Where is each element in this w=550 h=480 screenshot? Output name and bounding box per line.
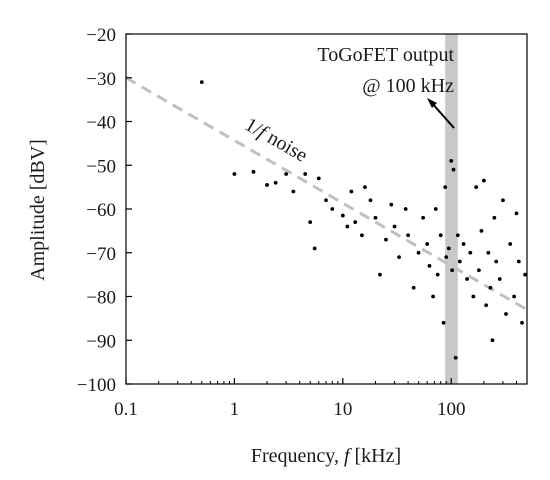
data-point	[421, 215, 425, 220]
data-point	[411, 285, 416, 290]
noise-line-layer	[125, 76, 528, 311]
data-point	[397, 255, 401, 260]
data-point	[444, 255, 449, 260]
data-point	[303, 172, 308, 176]
data-point	[457, 259, 462, 264]
x-tick-label: 0.1	[114, 399, 138, 420]
data-point	[416, 250, 421, 255]
data-point	[497, 277, 502, 281]
data-point	[441, 320, 446, 325]
data-point	[373, 215, 378, 220]
data-point	[384, 237, 388, 242]
data-point	[403, 207, 408, 211]
data-point	[468, 250, 473, 255]
data-point	[494, 259, 499, 264]
noise-trend-line	[125, 76, 528, 311]
data-point	[368, 198, 373, 203]
data-point	[435, 272, 440, 277]
data-point	[474, 185, 479, 190]
data-point	[324, 198, 328, 203]
y-tick-label: −90	[86, 331, 116, 352]
data-point	[273, 180, 278, 185]
data-point	[461, 242, 466, 246]
data-point	[389, 202, 394, 207]
data-point	[476, 268, 481, 273]
data-point	[501, 198, 505, 203]
data-point	[504, 312, 508, 316]
data-point	[449, 158, 454, 163]
data-point	[484, 303, 489, 308]
data-point	[363, 185, 367, 190]
data-point	[433, 207, 438, 211]
annotation-line-1: ToGoFET output	[317, 44, 454, 66]
ticks-layer: 0.1 1 10 100 −20 −30 −40 −50 −60 −70 −80 −90 −100	[77, 25, 528, 420]
data-point	[284, 172, 289, 176]
data-point	[465, 277, 469, 281]
data-point	[312, 246, 317, 251]
annotation-arrow	[430, 101, 455, 129]
data-point	[443, 185, 448, 190]
x-axis-title: Frequency, f [kHz]	[251, 445, 401, 467]
data-point	[427, 263, 432, 268]
x-tick-label: 100	[437, 399, 466, 420]
data-point	[512, 294, 516, 299]
y-axis-title: Amplitude [dBV]	[27, 139, 49, 281]
data-point	[492, 215, 497, 220]
y-tick-label: −30	[86, 69, 116, 90]
data-point	[520, 320, 524, 325]
data-point	[455, 233, 460, 238]
axes-layer	[125, 33, 528, 385]
data-point	[199, 80, 204, 85]
annotation-arrowhead	[427, 98, 437, 108]
data-point	[265, 183, 269, 187]
data-point	[378, 272, 382, 277]
y-tick-label: −20	[86, 25, 116, 46]
y-tick-label: −50	[86, 156, 116, 177]
y-tick-label: −100	[77, 375, 116, 396]
noise-line-label: 1/f noise	[241, 113, 311, 166]
data-point	[431, 294, 435, 299]
x-tick-label: 1	[230, 399, 240, 420]
data-point	[316, 176, 321, 181]
data-point	[308, 220, 313, 225]
annotation-line-2: @ 100 kHz	[362, 75, 454, 97]
y-tick-label: −80	[86, 288, 116, 309]
data-point	[353, 220, 358, 225]
data-point	[486, 250, 491, 255]
data-point	[514, 211, 519, 216]
data-point	[345, 224, 350, 229]
data-point	[481, 178, 486, 183]
data-point	[340, 213, 345, 218]
data-point	[438, 233, 443, 238]
data-point	[471, 294, 476, 299]
data-point	[232, 172, 237, 176]
x-tick-label: 10	[333, 399, 352, 420]
data-point	[490, 338, 495, 343]
data-point	[446, 246, 451, 251]
data-point	[360, 233, 364, 238]
data-point	[479, 228, 484, 233]
plot-frame	[125, 33, 528, 385]
data-point	[453, 355, 458, 360]
data-point	[450, 268, 455, 273]
data-point	[251, 169, 256, 174]
y-tick-label: −40	[86, 113, 116, 134]
data-point	[349, 189, 354, 194]
data-point	[406, 233, 410, 238]
data-points-layer	[199, 80, 527, 360]
data-point	[488, 285, 493, 290]
data-point	[523, 272, 527, 277]
data-point	[330, 207, 335, 211]
data-point	[516, 259, 521, 264]
y-tick-label: −70	[86, 244, 116, 265]
data-point	[451, 167, 456, 172]
data-point	[392, 224, 397, 229]
data-point	[508, 242, 513, 246]
data-point	[425, 242, 430, 246]
data-point	[291, 189, 296, 194]
y-tick-label: −60	[86, 200, 116, 221]
